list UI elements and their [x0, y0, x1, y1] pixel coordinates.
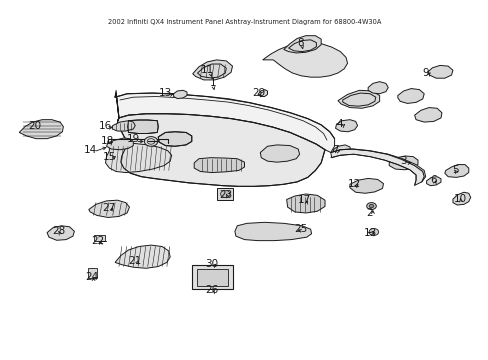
Circle shape [366, 203, 376, 210]
Text: 2002 Infiniti QX4 Instrument Panel Ashtray-Instrument Diagram for 68800-4W30A: 2002 Infiniti QX4 Instrument Panel Ashtr… [107, 19, 381, 26]
FancyBboxPatch shape [192, 265, 232, 289]
Text: 2: 2 [365, 208, 372, 218]
Text: 9: 9 [422, 68, 428, 78]
FancyBboxPatch shape [217, 188, 233, 200]
Polygon shape [194, 158, 244, 172]
Polygon shape [337, 90, 379, 108]
Text: 28: 28 [52, 226, 65, 236]
Polygon shape [330, 149, 425, 185]
Text: 19: 19 [126, 134, 140, 144]
FancyBboxPatch shape [197, 269, 227, 286]
Text: 3: 3 [400, 156, 406, 166]
Polygon shape [262, 42, 347, 77]
Text: 17: 17 [297, 195, 310, 205]
Circle shape [368, 229, 378, 235]
Polygon shape [335, 120, 357, 132]
Text: 26: 26 [205, 285, 218, 295]
Polygon shape [427, 66, 452, 78]
Polygon shape [367, 82, 387, 94]
Polygon shape [173, 90, 186, 99]
Polygon shape [260, 145, 299, 162]
Text: 12: 12 [347, 179, 361, 189]
Polygon shape [397, 89, 424, 103]
Polygon shape [47, 226, 74, 240]
Text: 24: 24 [85, 272, 99, 282]
Text: 15: 15 [102, 152, 116, 162]
Text: 10: 10 [453, 194, 466, 204]
Polygon shape [414, 108, 441, 122]
FancyBboxPatch shape [93, 235, 105, 241]
Polygon shape [349, 179, 383, 193]
Polygon shape [426, 177, 440, 186]
Text: 16: 16 [99, 121, 112, 131]
Text: 1: 1 [210, 78, 216, 88]
Text: 20: 20 [28, 121, 41, 131]
Polygon shape [115, 90, 334, 153]
Text: 7: 7 [331, 145, 338, 155]
Polygon shape [19, 120, 63, 139]
Circle shape [144, 136, 158, 146]
Polygon shape [452, 192, 470, 205]
Text: 29: 29 [252, 88, 265, 98]
Polygon shape [89, 200, 129, 217]
Polygon shape [192, 60, 232, 80]
Polygon shape [234, 222, 311, 240]
Text: 13: 13 [363, 228, 376, 238]
Text: 27: 27 [102, 203, 116, 213]
Text: 13: 13 [159, 88, 172, 98]
Polygon shape [388, 156, 417, 170]
Text: 18: 18 [101, 136, 114, 147]
Polygon shape [127, 120, 158, 134]
Text: 6: 6 [429, 175, 436, 185]
Text: 5: 5 [451, 165, 458, 175]
Polygon shape [286, 194, 325, 213]
Polygon shape [332, 145, 350, 155]
Text: 22: 22 [92, 236, 105, 246]
Text: 25: 25 [294, 224, 307, 234]
Polygon shape [283, 36, 321, 53]
Text: 23: 23 [219, 190, 232, 200]
Polygon shape [117, 114, 325, 186]
Text: 14: 14 [83, 145, 97, 155]
Text: 30: 30 [205, 259, 218, 269]
Polygon shape [112, 121, 135, 131]
Polygon shape [115, 245, 170, 268]
Polygon shape [444, 165, 468, 177]
Polygon shape [106, 138, 133, 150]
Circle shape [220, 190, 230, 197]
Text: 8: 8 [297, 37, 304, 48]
Text: 11: 11 [200, 64, 213, 75]
FancyBboxPatch shape [88, 268, 97, 278]
Polygon shape [105, 143, 171, 172]
Text: 21: 21 [128, 256, 142, 266]
Polygon shape [257, 90, 267, 96]
Polygon shape [158, 132, 191, 146]
Text: 4: 4 [335, 119, 342, 129]
Circle shape [368, 204, 373, 208]
